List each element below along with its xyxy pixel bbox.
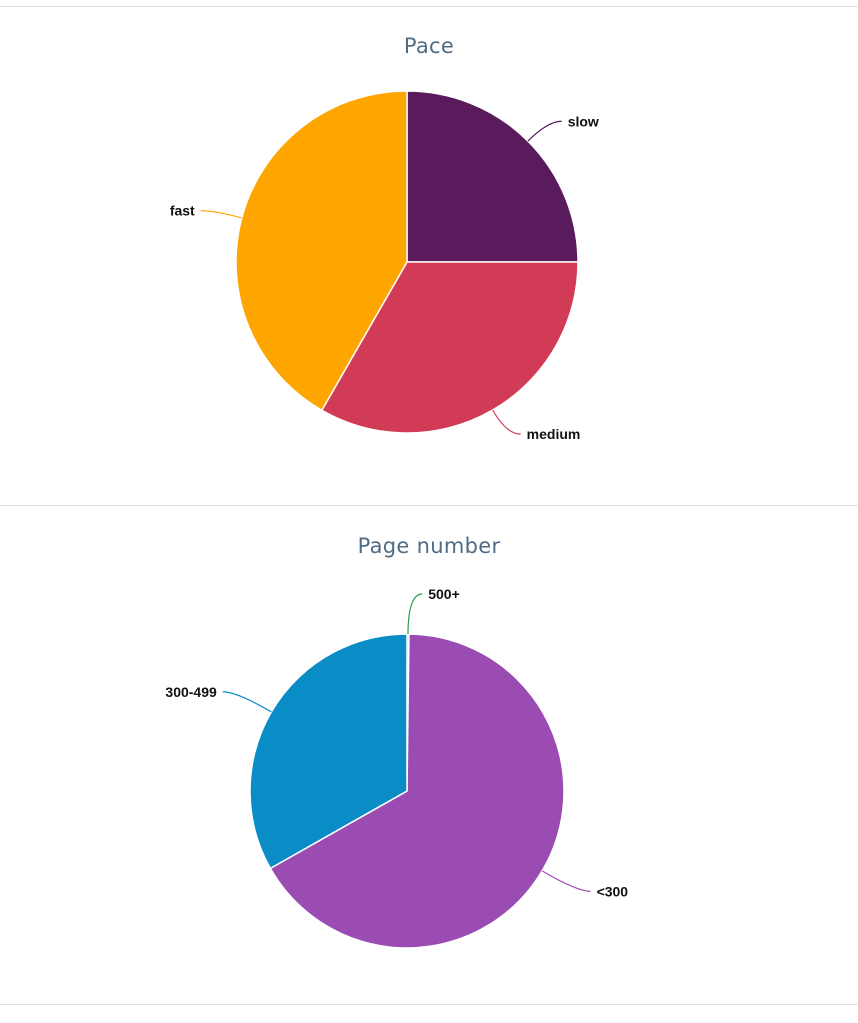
bottom-divider bbox=[0, 1004, 858, 1005]
leader-line-fast bbox=[200, 210, 242, 219]
slice-label-medium: medium bbox=[527, 426, 581, 442]
top-divider bbox=[0, 6, 858, 7]
slice-label-300-499: 300-499 bbox=[165, 684, 217, 700]
slice-label-fast: fast bbox=[170, 203, 195, 219]
page-number-pie-chart: 500+ <300 300-499 bbox=[165, 586, 629, 949]
slice-label-slow: slow bbox=[568, 113, 599, 129]
leader-line-medium bbox=[492, 409, 521, 435]
pie-slice-slow[interactable] bbox=[406, 90, 579, 263]
slice-label-lt-300: <300 bbox=[597, 883, 629, 899]
pie-slice-medium[interactable] bbox=[320, 261, 579, 434]
leader-line-lt-300 bbox=[541, 870, 591, 892]
pace-chart-card: Pace slow medium fast bbox=[0, 7, 858, 505]
slice-label-500-plus: 500+ bbox=[428, 586, 460, 602]
pie-slice-lt-300[interactable] bbox=[269, 633, 565, 949]
pace-pie-chart: slow medium fast bbox=[170, 90, 599, 442]
middle-divider bbox=[0, 505, 858, 506]
pace-chart-title: Pace bbox=[403, 34, 455, 58]
leader-line-slow bbox=[527, 120, 562, 142]
leader-line-300-499 bbox=[222, 691, 272, 713]
page-number-chart-card: Page number 500+ <300 300-499 bbox=[0, 506, 858, 1003]
page-number-chart-title: Page number bbox=[357, 534, 501, 558]
leader-line-500-plus bbox=[407, 593, 423, 635]
